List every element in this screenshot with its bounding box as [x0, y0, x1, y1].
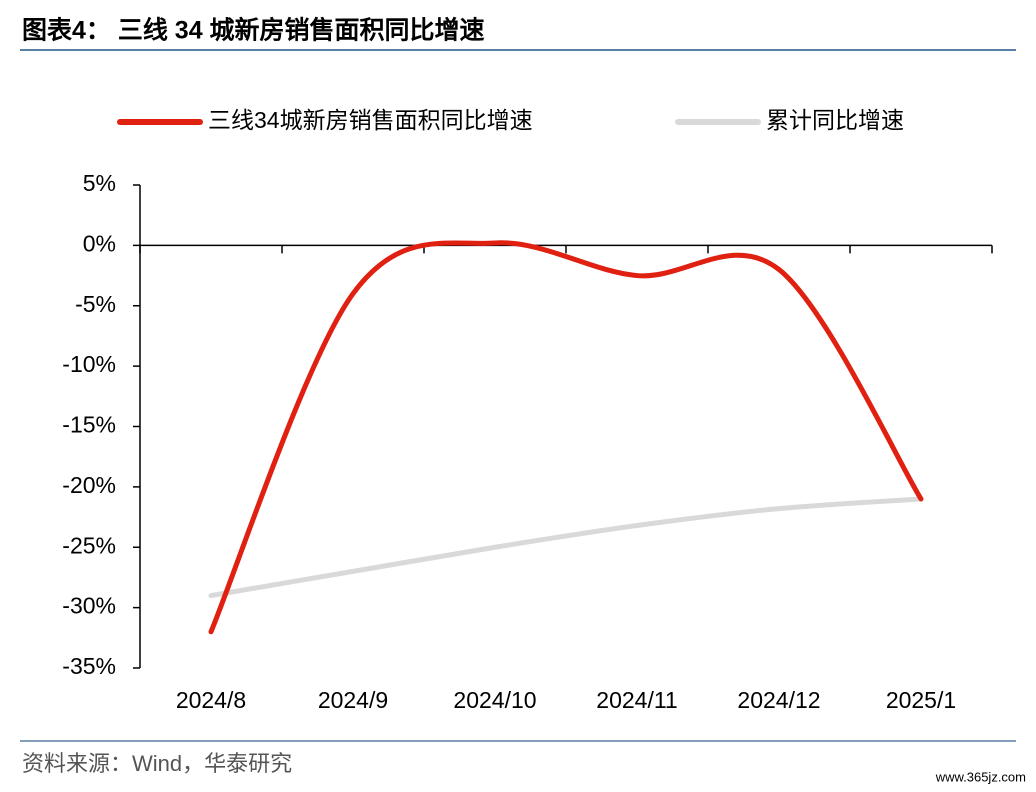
series-line [208, 496, 924, 599]
x-tick-label: 2024/12 [737, 687, 820, 713]
x-tick-label: 2024/9 [318, 687, 388, 713]
y-tick-label: -5% [75, 291, 116, 317]
y-tick-label: -35% [62, 653, 116, 679]
series-line [208, 240, 924, 635]
legend-label: 累计同比增速 [766, 107, 904, 133]
x-tick-label: 2024/10 [453, 687, 536, 713]
x-tick-label: 2025/1 [886, 687, 956, 713]
y-tick-label: 5% [83, 170, 116, 196]
y-tick-label: -10% [62, 351, 116, 377]
y-tick-label: -15% [62, 412, 116, 438]
legend-label: 三线34城新房销售面积同比增速 [208, 107, 533, 133]
watermark: www.365jz.com [935, 769, 1026, 784]
source: 资料来源：Wind，华泰研究 [22, 751, 292, 776]
chart-title: 图表4： 三线 34 城新房销售面积同比增速 [22, 16, 485, 45]
y-tick-label: -30% [62, 593, 116, 619]
y-tick-label: -25% [62, 532, 116, 558]
y-tick-label: -20% [62, 472, 116, 498]
y-tick-label: 0% [83, 230, 116, 256]
x-tick-label: 2024/11 [596, 687, 677, 713]
x-tick-label: 2024/8 [176, 687, 246, 713]
